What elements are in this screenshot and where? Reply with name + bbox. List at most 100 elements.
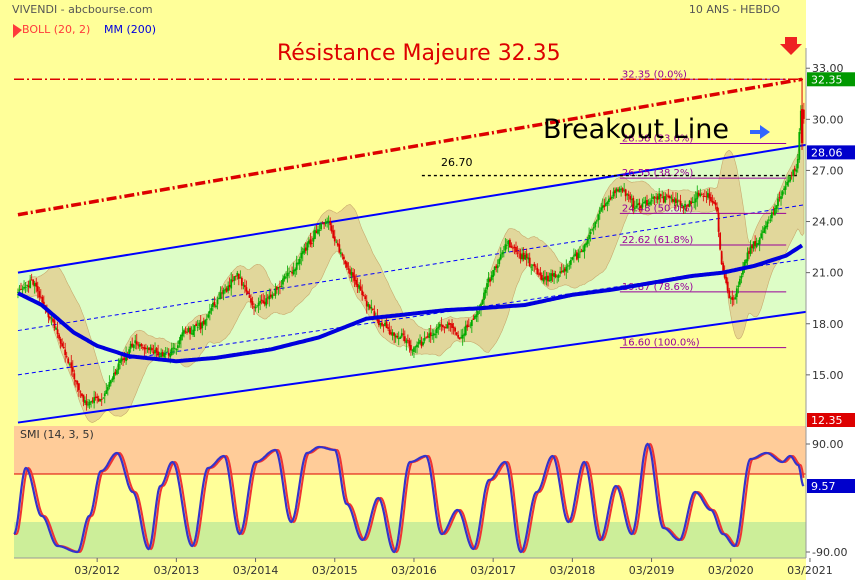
candle-body <box>262 300 265 303</box>
candle-body <box>588 234 591 240</box>
candle-body <box>422 342 424 345</box>
candle-body <box>489 279 492 282</box>
candle-body <box>734 297 737 300</box>
candle-body <box>796 158 799 169</box>
candle-body <box>117 363 120 371</box>
candle-body <box>256 305 258 307</box>
candle-body <box>205 318 208 320</box>
candle-body <box>568 265 571 267</box>
candle-body <box>614 190 616 194</box>
candle-body <box>178 340 181 345</box>
candle-body <box>550 273 552 281</box>
candle-body <box>315 230 318 234</box>
candle-body <box>755 243 758 248</box>
candle-body <box>347 268 350 270</box>
annotations: VIVENDI - abcbourse.com 10 ANS - HEBDO B… <box>12 3 780 441</box>
candle-body <box>580 250 583 252</box>
candle-body <box>562 270 565 273</box>
candle-body <box>134 340 137 344</box>
candle-body <box>569 259 572 265</box>
candle-body <box>167 352 170 356</box>
candle-body <box>67 358 70 364</box>
candle-body <box>268 295 271 300</box>
candle-body <box>743 262 746 268</box>
candle-body <box>545 276 548 281</box>
candle-body <box>655 197 658 199</box>
candle-body <box>627 194 630 196</box>
candle-body <box>247 291 249 294</box>
candle-body <box>385 321 388 328</box>
candle-body <box>528 257 531 267</box>
candle-body <box>225 288 228 292</box>
candle-body <box>240 277 243 286</box>
candle-body <box>143 347 146 350</box>
candle-body <box>82 394 85 402</box>
candle-body <box>324 221 327 224</box>
candle-body <box>413 347 415 352</box>
candle-body <box>670 197 673 199</box>
legend-marker-icon <box>13 24 22 38</box>
candle-body <box>501 252 504 255</box>
x-tick-label: 03/2020 <box>708 564 754 577</box>
candle-body <box>207 314 210 318</box>
candle-body <box>600 207 603 211</box>
candle-body <box>219 292 222 300</box>
candle-body <box>356 283 359 288</box>
candle-body <box>636 203 639 206</box>
candle-body <box>155 348 158 353</box>
candle-body <box>365 300 368 307</box>
candle-body <box>298 258 301 264</box>
candle-body <box>222 289 225 295</box>
candle-body <box>649 201 651 205</box>
smi-panel <box>13 426 806 558</box>
candle-body <box>38 291 41 298</box>
candle-body <box>470 319 473 326</box>
candle-body <box>370 306 373 309</box>
candle-body <box>565 266 568 272</box>
candle-body <box>691 201 694 203</box>
candle-body <box>592 227 595 229</box>
candle-body <box>635 205 638 208</box>
candle-body <box>460 336 463 338</box>
candle-body <box>399 336 402 339</box>
candle-body <box>289 271 292 273</box>
candle-body <box>566 265 569 267</box>
candle-body <box>108 381 111 388</box>
candle-body <box>656 196 659 200</box>
candle-body <box>740 275 743 279</box>
candle-body <box>251 301 254 305</box>
candle-body <box>711 200 714 203</box>
candle-body <box>90 401 92 403</box>
candle-body <box>521 254 523 260</box>
candle-body <box>295 262 298 270</box>
candle-body <box>306 242 309 251</box>
candle-body <box>725 276 728 284</box>
candle-body <box>758 238 761 245</box>
candle-body <box>39 296 42 298</box>
candle-body <box>109 380 112 384</box>
candle-body <box>778 197 781 199</box>
channel-lower-line <box>17 310 807 424</box>
candle-body <box>257 302 260 306</box>
candle-body <box>554 274 557 278</box>
candle-body <box>571 257 574 260</box>
candle-body <box>274 288 277 296</box>
resistance-annotation: Résistance Majeure 32.35 <box>277 41 561 66</box>
candle-body <box>525 253 528 259</box>
candle-body <box>52 318 54 322</box>
candle-body <box>265 298 268 306</box>
candle-body <box>572 255 575 257</box>
candle-body <box>199 322 202 330</box>
candle-body <box>438 324 441 327</box>
candle-body <box>763 227 766 233</box>
candle-body <box>76 381 79 385</box>
candle-body <box>196 327 199 329</box>
candle-body <box>510 246 513 248</box>
candle-body <box>742 268 744 275</box>
candle-body <box>609 197 612 200</box>
candle-body <box>641 203 644 208</box>
candle-body <box>387 327 389 329</box>
price-tag-label-1: 28.06 <box>811 146 843 159</box>
candle-body <box>318 229 321 231</box>
price-tick-label: 15.00 <box>812 369 844 382</box>
